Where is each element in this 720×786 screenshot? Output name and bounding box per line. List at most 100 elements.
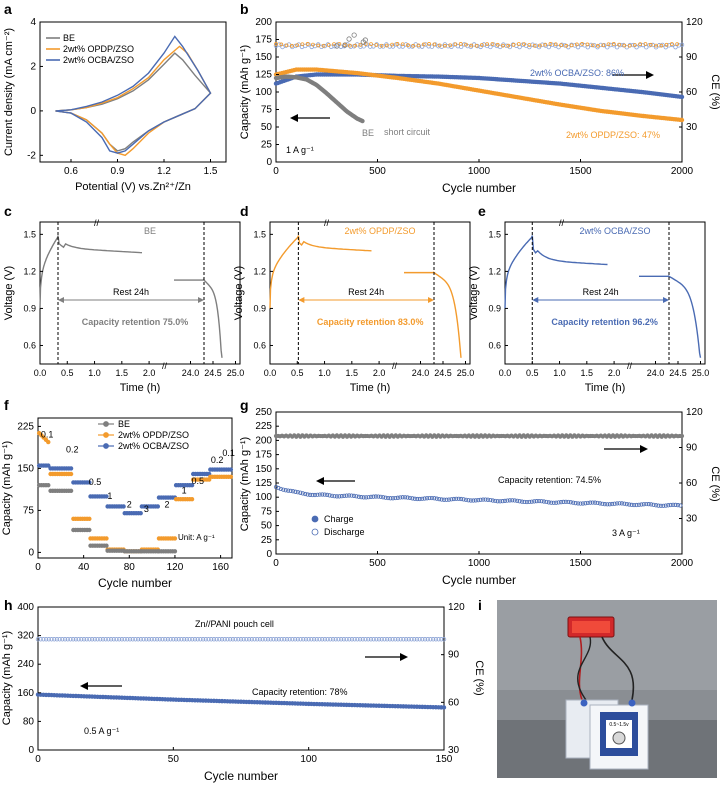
b-ce-point-opdp	[311, 42, 315, 47]
f-point	[87, 516, 92, 521]
rest-legend: 2wt% OCBA/ZSO	[579, 226, 650, 236]
h-ce-point	[192, 637, 198, 642]
a-series-2	[55, 35, 212, 154]
g-cap-point	[417, 496, 422, 502]
g-cap-point	[325, 492, 330, 497]
rest-xtick-label: 25.0	[457, 368, 475, 378]
g-legend-marker	[311, 528, 319, 536]
g-y2tick-label: 30	[686, 514, 698, 525]
g-cap-point	[507, 498, 512, 503]
h-xtick-label: 0	[35, 754, 41, 765]
b-ce-point-opdp	[395, 42, 400, 46]
h-ce-point	[43, 637, 49, 642]
f-rate-label: 0.1	[41, 430, 54, 440]
h-annot-current: 0.5 A g⁻¹	[84, 726, 119, 736]
b-ce-point-opdp	[643, 42, 648, 46]
rest-ytick-label: 1.2	[488, 266, 501, 276]
b-ce-point-opdp	[564, 43, 569, 48]
b-ce-point-opdp	[527, 43, 532, 47]
g-cap-point	[602, 502, 607, 507]
b-ce-point-opdp	[585, 42, 590, 47]
h-ce-point	[79, 637, 84, 642]
rest-xtick-label: 0.0	[499, 368, 512, 378]
g-cap-point	[490, 498, 495, 503]
g-cap-point	[502, 498, 508, 503]
g-cap-point	[393, 495, 398, 501]
f-point	[138, 511, 143, 516]
b-ce-point-opdp	[601, 43, 606, 48]
b-ylabel: Capacity (mAh g⁻¹)	[239, 45, 251, 139]
panel-b-cycling-chart: 0 500 1000 1500 2000 0 25 50 75 100 125 150 175 200 30…	[239, 17, 720, 195]
h-ce-point	[290, 637, 295, 642]
b-be-ce-point	[346, 36, 352, 42]
g-cap-point	[478, 497, 483, 502]
a-ytick-label: 2	[30, 61, 36, 72]
g-cap-point	[661, 503, 666, 508]
g-cap-point	[273, 484, 279, 490]
h-ce-point	[322, 637, 328, 642]
h-ce-point	[252, 637, 257, 642]
h-ce-point	[125, 637, 130, 642]
g-cap-point	[371, 494, 376, 499]
g-cap-point	[454, 496, 459, 501]
h-ce-point	[184, 637, 190, 642]
b-ce-point-opdp	[347, 43, 352, 48]
g-legend-label: Discharge	[324, 527, 365, 537]
g-cap-point	[388, 496, 393, 501]
h-ce-point	[157, 637, 162, 642]
g-cap-point	[281, 487, 286, 492]
g-cap-point	[519, 499, 525, 504]
h-ce-point	[95, 637, 100, 642]
rest-xlabel: Time (h)	[350, 382, 391, 394]
b-ce-point	[653, 44, 659, 50]
f-unit: Unit: A g⁻¹	[178, 533, 215, 542]
rest-discharge-curve	[174, 278, 223, 358]
g-annot-retention: Capacity retention: 74.5%	[498, 475, 601, 485]
g-cap-point	[320, 492, 325, 497]
b-ce-point	[488, 44, 493, 50]
f-legend-marker	[103, 421, 109, 427]
b-ytick-label: 75	[261, 105, 273, 116]
g-xtick-label: 2000	[671, 558, 694, 569]
rest-xtick-label: 0.5	[291, 368, 304, 378]
g-cap-point	[634, 502, 639, 508]
rest-ylabel: Voltage (V)	[233, 266, 245, 320]
g-cap-point	[364, 495, 369, 500]
g-ytick-label: 100	[255, 492, 272, 503]
g-cap-point	[583, 501, 588, 506]
h-ce-point	[92, 637, 98, 642]
g-cap-point	[308, 492, 313, 497]
g-cap-point	[305, 492, 310, 497]
rest-ytick-label: 1.5	[23, 229, 36, 239]
b-ce-point	[585, 44, 591, 50]
b-ce-point	[390, 44, 396, 49]
g-cap-point	[449, 497, 454, 502]
rest-ytick-label: 0.9	[253, 303, 266, 313]
g-cap-point	[361, 495, 366, 500]
rest-arrowhead-left	[58, 297, 64, 303]
g-cap-point	[332, 494, 337, 499]
h-ce-point	[244, 637, 249, 642]
panel-e-rest-chart: Rest 24h Capacity retention 96.2% 2wt% OCB…	[468, 218, 709, 394]
h-ce-point	[57, 637, 62, 642]
g-cap-point	[471, 498, 476, 503]
a-ytick-label: 4	[30, 17, 36, 28]
g-cap-point	[524, 499, 530, 505]
rest-ylabel: Voltage (V)	[468, 266, 480, 320]
b-ce-point-opdp	[358, 42, 363, 47]
f-point	[68, 471, 74, 477]
h-ce-point	[384, 637, 390, 642]
rest-xtick-label: 25.0	[227, 368, 245, 378]
b-ce-point-opdp	[411, 43, 416, 48]
h-ce-point	[406, 637, 412, 642]
h-ce-point	[336, 637, 341, 642]
g-cap-point	[422, 496, 427, 501]
g-xtick-label: 500	[369, 558, 386, 569]
h-ce-point	[436, 637, 441, 642]
rest-discharge-curve	[639, 274, 702, 358]
h-ce-point	[255, 637, 260, 642]
g-cap-point	[312, 492, 318, 498]
rest-arrowhead-left	[298, 297, 305, 303]
g-cap-point	[293, 489, 298, 494]
h-xlabel: Cycle number	[204, 769, 278, 783]
